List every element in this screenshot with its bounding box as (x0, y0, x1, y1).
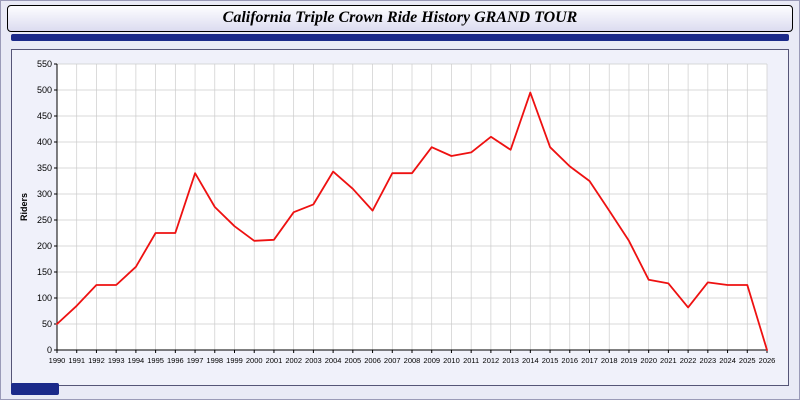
svg-text:2023: 2023 (699, 356, 716, 365)
svg-text:2008: 2008 (404, 356, 421, 365)
svg-text:1995: 1995 (147, 356, 164, 365)
svg-text:2010: 2010 (443, 356, 460, 365)
svg-text:50: 50 (42, 319, 52, 329)
svg-text:2011: 2011 (463, 356, 479, 365)
svg-text:2009: 2009 (423, 356, 440, 365)
svg-text:2019: 2019 (621, 356, 638, 365)
svg-text:0: 0 (47, 345, 52, 355)
svg-text:2002: 2002 (285, 356, 302, 365)
svg-text:2014: 2014 (522, 356, 539, 365)
svg-text:1992: 1992 (88, 356, 105, 365)
svg-text:2021: 2021 (660, 356, 677, 365)
svg-text:2005: 2005 (344, 356, 361, 365)
svg-text:2000: 2000 (246, 356, 263, 365)
svg-text:2026: 2026 (759, 356, 776, 365)
svg-text:Riders: Riders (19, 193, 29, 221)
svg-text:550: 550 (37, 59, 52, 69)
svg-text:2017: 2017 (581, 356, 598, 365)
svg-text:1998: 1998 (206, 356, 223, 365)
svg-text:2003: 2003 (305, 356, 322, 365)
svg-text:2006: 2006 (364, 356, 381, 365)
svg-text:300: 300 (37, 189, 52, 199)
svg-text:2015: 2015 (542, 356, 559, 365)
svg-text:350: 350 (37, 163, 52, 173)
svg-text:100: 100 (37, 293, 52, 303)
svg-text:1994: 1994 (128, 356, 145, 365)
svg-text:1993: 1993 (108, 356, 125, 365)
svg-text:2022: 2022 (680, 356, 697, 365)
svg-text:2007: 2007 (384, 356, 401, 365)
svg-text:1996: 1996 (167, 356, 184, 365)
page-title-text: California Triple Crown Ride History GRA… (222, 9, 578, 26)
svg-text:1997: 1997 (187, 356, 204, 365)
svg-text:2001: 2001 (266, 356, 283, 365)
page-title: California Triple Crown Ride History GRA… (7, 5, 793, 32)
svg-text:2016: 2016 (561, 356, 578, 365)
footer-accent-box (11, 383, 59, 395)
svg-text:2004: 2004 (325, 356, 342, 365)
svg-text:2020: 2020 (640, 356, 657, 365)
svg-text:450: 450 (37, 111, 52, 121)
svg-text:2025: 2025 (739, 356, 756, 365)
svg-text:500: 500 (37, 85, 52, 95)
chart-panel: 0 50 100 150 200 250 300 350 400 450 500 550 1990 199… (11, 49, 789, 386)
svg-text:2024: 2024 (719, 356, 736, 365)
svg-text:150: 150 (37, 267, 52, 277)
svg-text:2012: 2012 (483, 356, 500, 365)
svg-text:1999: 1999 (226, 356, 243, 365)
svg-text:400: 400 (37, 137, 52, 147)
svg-text:2018: 2018 (601, 356, 618, 365)
svg-text:1991: 1991 (68, 356, 85, 365)
svg-text:200: 200 (37, 241, 52, 251)
svg-text:1990: 1990 (49, 356, 66, 365)
header-accent-bar (11, 34, 789, 41)
svg-text:250: 250 (37, 215, 52, 225)
svg-text:2013: 2013 (502, 356, 519, 365)
